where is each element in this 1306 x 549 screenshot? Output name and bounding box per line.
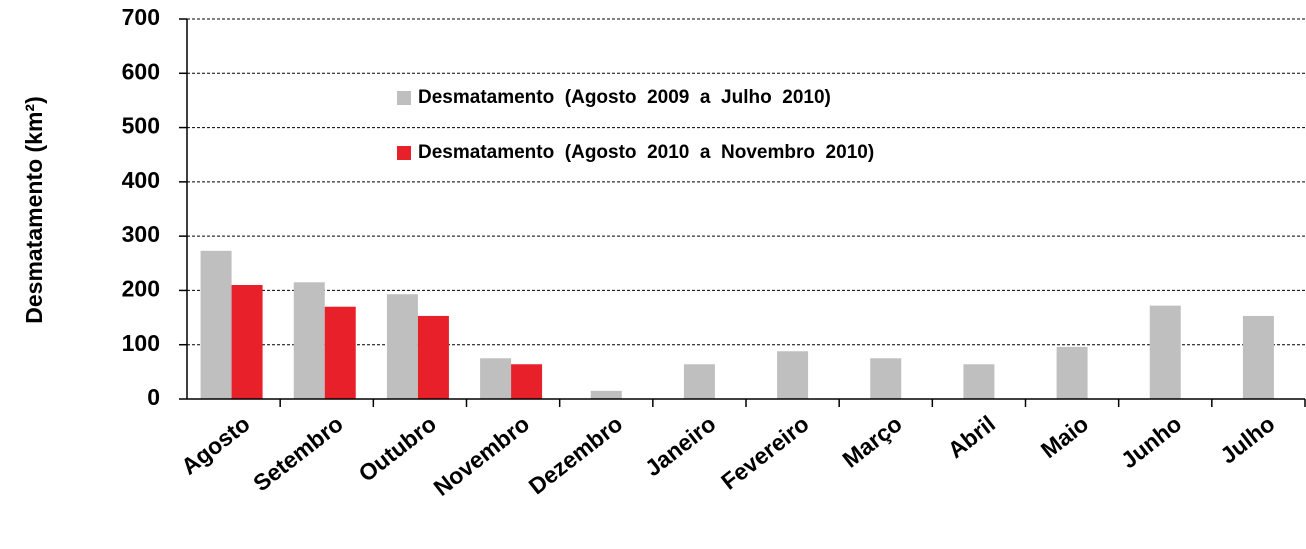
bar (386, 294, 418, 399)
x-tick-label: Janeiro (640, 410, 720, 481)
bar (324, 306, 356, 399)
y-axis-label: Desmatamento (km²) (21, 96, 47, 324)
bar (683, 364, 715, 399)
y-tick-label: 600 (122, 58, 160, 84)
bar (200, 250, 232, 399)
x-tick-label: Junho (1116, 410, 1186, 473)
bar (1242, 315, 1274, 399)
bar (480, 358, 512, 399)
x-tick-label: Julho (1215, 410, 1279, 468)
x-tick-label: Agosto (176, 410, 254, 479)
bar (963, 364, 995, 399)
x-tick-label: Maio (1036, 410, 1093, 463)
legend-swatch (397, 146, 411, 160)
x-tick-label: Fevereiro (716, 410, 814, 494)
x-tick-label: Novembro (429, 410, 535, 501)
y-tick-label: 500 (122, 113, 160, 139)
x-tick-label: Março (837, 410, 906, 472)
x-tick-label: Abril (943, 410, 1000, 463)
bar (777, 351, 809, 399)
bar (590, 390, 622, 399)
y-tick-label: 300 (122, 221, 160, 247)
bar (231, 285, 263, 399)
y-tick-label: 200 (122, 276, 160, 302)
x-tick-label: Setembro (248, 410, 348, 496)
y-tick-label: 400 (122, 167, 160, 193)
bar (1056, 346, 1088, 399)
bar (1149, 305, 1181, 399)
bar (293, 282, 325, 399)
legend-label: Desmatamento (Agosto 2009 a Julho 2010) (418, 87, 831, 108)
y-tick-label: 0 (147, 384, 160, 410)
y-tick-label: 100 (122, 330, 160, 356)
bar (511, 364, 543, 399)
y-tick-label: 700 (122, 4, 160, 30)
legend-label: Desmatamento (Agosto 2010 a Novembro 201… (418, 142, 874, 163)
x-tick-label: Dezembro (524, 410, 628, 499)
bar (870, 358, 902, 399)
x-tick-label: Outubro (354, 410, 441, 486)
legend-swatch (397, 91, 411, 105)
bar (417, 315, 449, 399)
